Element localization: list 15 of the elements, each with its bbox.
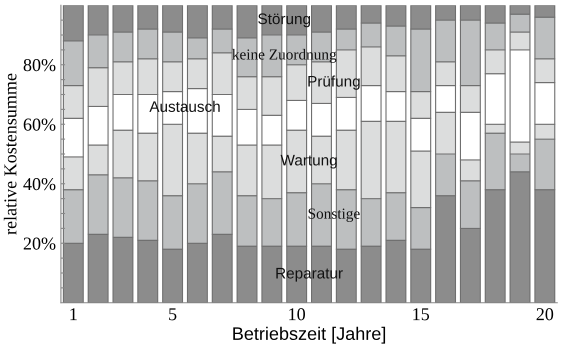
x-tick-label: 20 [536,308,554,320]
y-tick-label: 40% [23,178,56,190]
x-axis-title: Betriebszeit [Jahre] [233,326,386,344]
y-tick-label: 80% [24,59,56,72]
y-tick-label: 60% [24,118,56,131]
series-label: keine Zuordnung [232,48,336,63]
x-tick-label: 15 [413,308,430,320]
x-tick-label: 1 [70,308,77,320]
series-label: Sonstige [308,208,360,222]
x-tick-label: 5 [169,308,176,320]
y-tick-label: 20% [24,238,56,250]
y-axis-title: relative Kostensumme [4,74,17,235]
series-label: Prüfung [308,75,360,90]
series-label: Wartung [280,154,337,169]
x-tick-label: 10 [289,308,306,320]
